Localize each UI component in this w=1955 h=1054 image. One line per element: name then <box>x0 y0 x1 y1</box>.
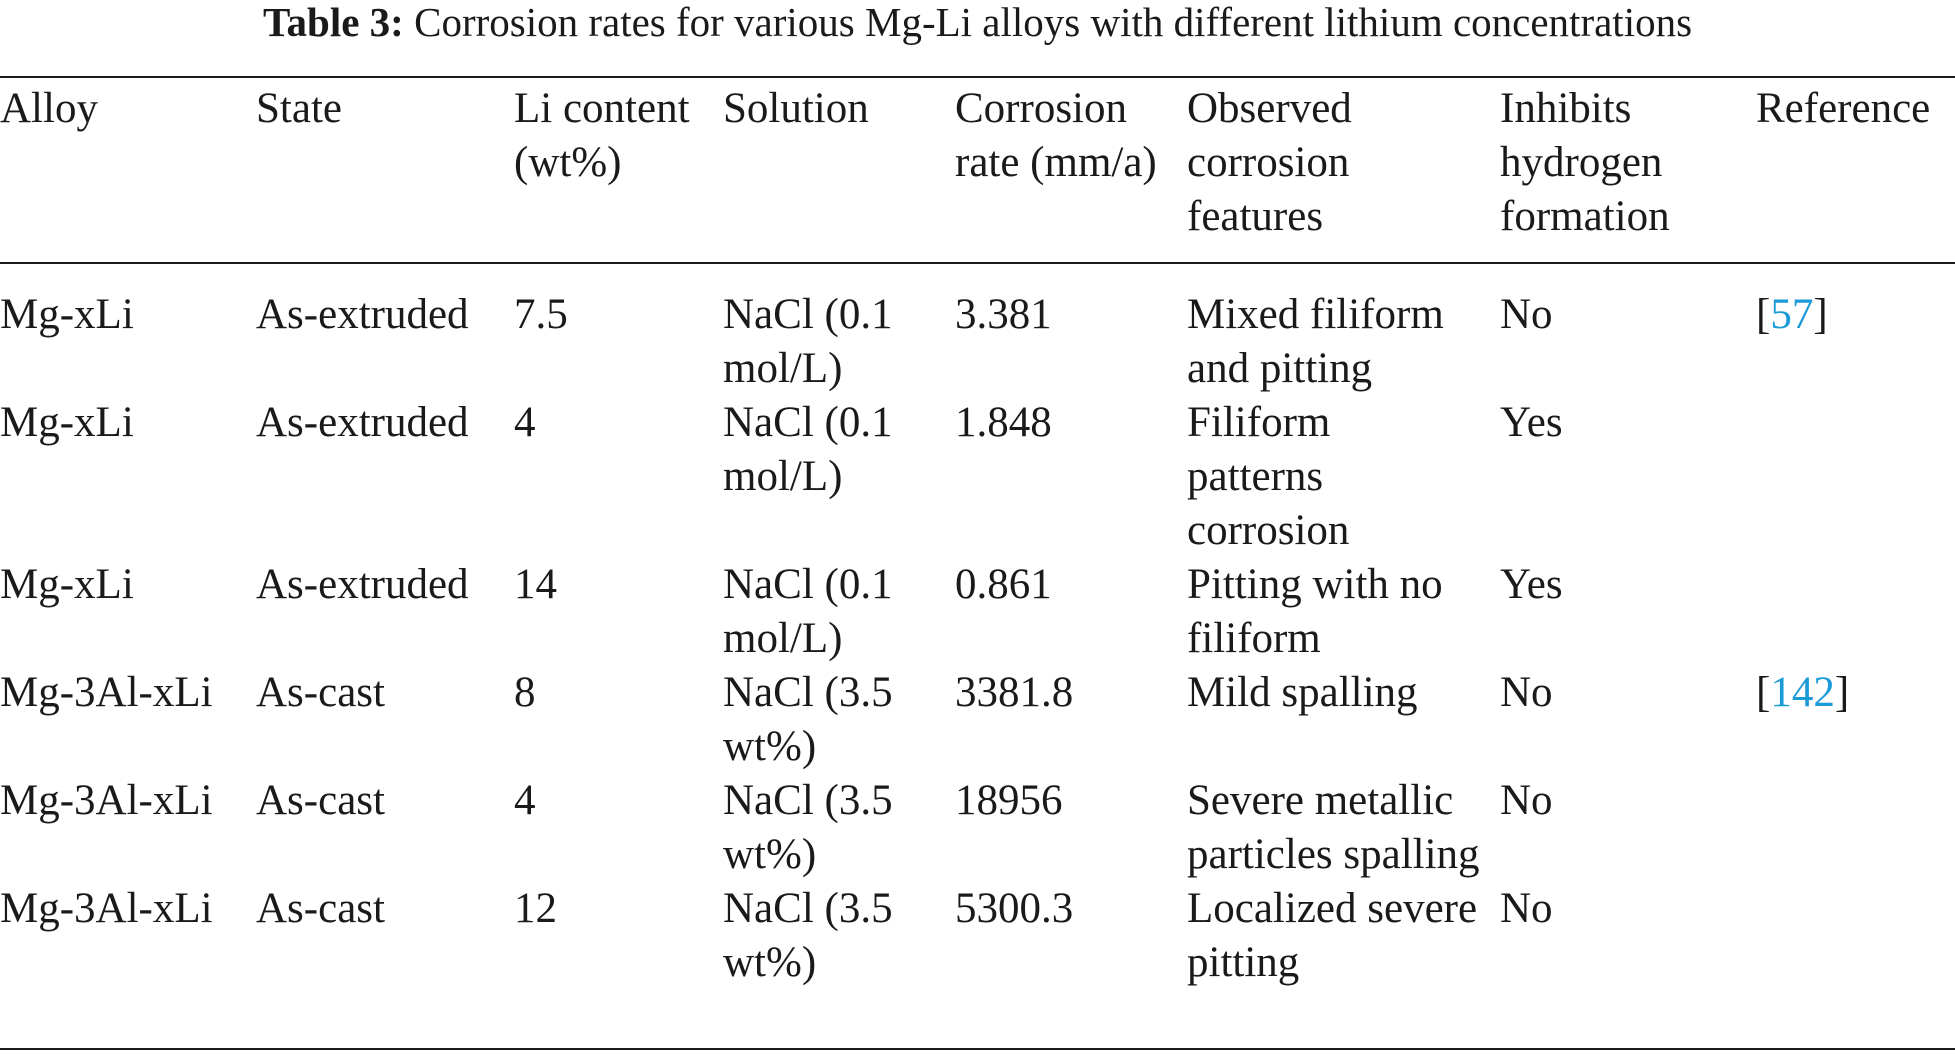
cell-reference <box>1756 882 1955 990</box>
cell-alloy: Mg-xLi <box>0 291 134 338</box>
cell-li-content: 14 <box>514 561 557 608</box>
cell-state: As-extruded <box>256 291 469 338</box>
cell-solution: NaCl (0.1 mol/L) <box>723 291 893 392</box>
cell-solution: NaCl (3.5 wt%) <box>723 885 893 986</box>
cell-inhibits-hydrogen: No <box>1500 291 1553 338</box>
cell-corrosion-rate: 3.381 <box>955 291 1052 338</box>
cell-corrosion-rate: 3381.8 <box>955 669 1074 716</box>
cell-inhibits-hydrogen: No <box>1500 885 1553 932</box>
cell-solution: NaCl (3.5 wt%) <box>723 669 893 770</box>
table-header-rule <box>0 262 1955 264</box>
cell-inhibits-hydrogen: Yes <box>1500 561 1563 608</box>
cell-alloy: Mg-3Al-xLi <box>0 777 213 824</box>
cell-li-content: 12 <box>514 885 557 932</box>
cell-corrosion-rate: 18956 <box>955 777 1063 824</box>
cell-observed-features: Severe metallic particles spalling <box>1187 777 1480 878</box>
reference-bracket-close: ] <box>1813 291 1828 338</box>
cell-solution: NaCl (3.5 wt%) <box>723 777 893 878</box>
table-row: Mg-xLi As-extruded 14 NaCl (0.1 mol/L) 0… <box>0 558 1955 666</box>
cell-observed-features: Pitting with no filiform <box>1187 561 1443 662</box>
cell-corrosion-rate: 5300.3 <box>955 885 1074 932</box>
table-bottom-rule <box>0 1048 1955 1050</box>
cell-state: As-cast <box>256 777 385 824</box>
cell-observed-features: Localized severe pitting <box>1187 885 1478 986</box>
cell-corrosion-rate: 0.861 <box>955 561 1052 608</box>
table-caption-label: Table 3: <box>262 0 404 45</box>
table-top-rule <box>0 76 1955 78</box>
cell-inhibits-hydrogen: No <box>1500 777 1553 824</box>
cell-li-content: 4 <box>514 777 536 824</box>
header-solution: Solution <box>723 85 869 132</box>
cell-alloy: Mg-3Al-xLi <box>0 669 213 716</box>
cell-state: As-cast <box>256 885 385 932</box>
cell-li-content: 4 <box>514 399 536 446</box>
table-header: Alloy State Li content (wt%) Solution Co… <box>0 80 1955 270</box>
cell-reference: [57] <box>1756 270 1955 396</box>
cell-inhibits-hydrogen: No <box>1500 669 1553 716</box>
cell-reference <box>1756 774 1955 882</box>
table-row: Mg-3Al-xLi As-cast 4 NaCl (3.5 wt%) 1895… <box>0 774 1955 882</box>
cell-observed-features: Filiform patterns corrosion <box>1187 399 1350 554</box>
table-row: Mg-3Al-xLi As-cast 12 NaCl (3.5 wt%) 530… <box>0 882 1955 990</box>
cell-alloy: Mg-xLi <box>0 399 134 446</box>
reference-bracket-open: [ <box>1756 291 1771 338</box>
header-alloy: Alloy <box>0 85 98 132</box>
cell-solution: NaCl (0.1 mol/L) <box>723 399 893 500</box>
cell-li-content: 8 <box>514 669 536 716</box>
cell-state: As-cast <box>256 669 385 716</box>
table-caption: Table 3: Corrosion rates for various Mg-… <box>0 0 1955 44</box>
cell-state: As-extruded <box>256 399 469 446</box>
table-row: Mg-xLi As-extruded 4 NaCl (0.1 mol/L) 1.… <box>0 396 1955 558</box>
table-caption-text: Corrosion rates for various Mg-Li alloys… <box>414 0 1693 45</box>
cell-solution: NaCl (0.1 mol/L) <box>723 561 893 662</box>
table-row: Mg-xLi As-extruded 7.5 NaCl (0.1 mol/L) … <box>0 270 1955 396</box>
reference-bracket-close: ] <box>1834 669 1850 716</box>
cell-reference: [142] <box>1756 666 1955 774</box>
corrosion-rates-table: Alloy State Li content (wt%) Solution Co… <box>0 80 1955 990</box>
cell-observed-features: Mild spalling <box>1187 669 1418 716</box>
header-state: State <box>256 85 342 132</box>
reference-link[interactable]: 57 <box>1770 291 1814 338</box>
header-reference: Reference <box>1756 85 1931 132</box>
header-observed-features: Observed corrosion features <box>1187 85 1352 240</box>
header-inhibits-hydrogen: Inhibits hydrogen formation <box>1500 85 1670 240</box>
table-body: Mg-xLi As-extruded 7.5 NaCl (0.1 mol/L) … <box>0 270 1955 990</box>
table-row: Mg-3Al-xLi As-cast 8 NaCl (3.5 wt%) 3381… <box>0 666 1955 774</box>
header-corrosion-rate: Corrosion rate (mm/a) <box>955 85 1157 186</box>
cell-inhibits-hydrogen: Yes <box>1500 399 1563 446</box>
reference-bracket-open: [ <box>1756 669 1771 716</box>
cell-alloy: Mg-xLi <box>0 561 134 608</box>
cell-reference <box>1756 396 1955 558</box>
header-li-content: Li content (wt%) <box>514 85 690 186</box>
cell-reference <box>1756 558 1955 666</box>
cell-li-content: 7.5 <box>514 291 568 338</box>
reference-link[interactable]: 142 <box>1770 669 1835 716</box>
cell-state: As-extruded <box>256 561 469 608</box>
cell-observed-features: Mixed filiform and pitting <box>1187 291 1444 392</box>
cell-corrosion-rate: 1.848 <box>955 399 1052 446</box>
cell-alloy: Mg-3Al-xLi <box>0 885 213 932</box>
header-row: Alloy State Li content (wt%) Solution Co… <box>0 80 1955 270</box>
